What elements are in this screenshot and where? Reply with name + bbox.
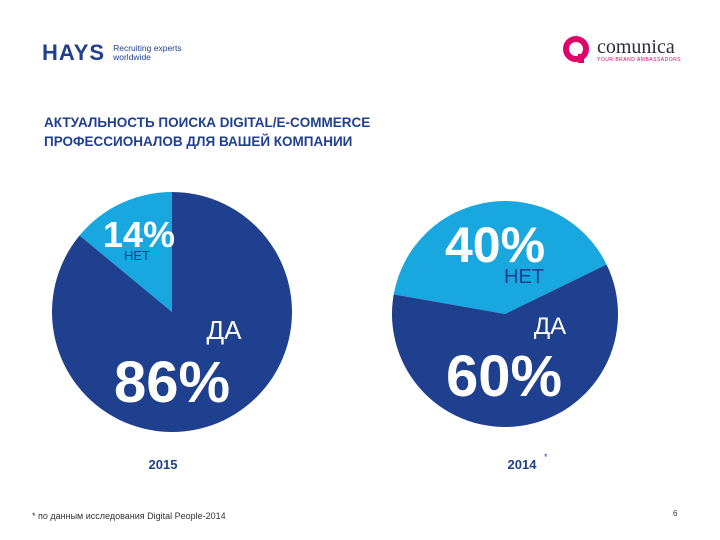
pie-chart-2014: 40% НЕТ ДА 60% 2014 * [392,200,618,472]
page-title-line1: АКТУАЛЬНОСТЬ ПОИСКА DIGITAL/E-COMMERCE [44,115,371,130]
comunica-tagline: YOUR BRAND AMBASSADORS [597,57,682,63]
hays-tagline-line1: Recruiting experts [113,43,182,53]
comunica-wordmark: comunica [597,36,675,58]
chart-year-2015: 2015 [149,457,178,472]
pie-label-2014-da-percent: 60% [446,344,562,409]
pie-label-2015-da-percent: 86% [114,350,230,415]
pie-slice-2015-da [52,192,292,432]
chart-year-2014-footnote-marker: * [544,452,548,462]
comunica-logo: comunica YOUR BRAND AMBASSADORS [563,36,681,64]
pie-slice-2014-da [392,264,618,427]
hays-tagline-line2: worldwide [113,52,151,62]
pie-label-2014-da: ДА [534,313,566,340]
hays-tagline: Recruiting experts worldwide [113,44,182,62]
page-title: АКТУАЛЬНОСТЬ ПОИСКА DIGITAL/E-COMMERCE П… [44,113,524,151]
chart-year-2014: 2014 [508,457,538,472]
pie-label-2014-net: НЕТ [504,266,544,288]
pie-label-2015-da: ДА [207,315,243,345]
pie-chart-2015: 14% НЕТ ДА 86% 2015 [52,192,292,472]
pie-label-2014-net-percent: 40% [445,217,545,273]
page-number: 6 [673,509,678,518]
comunica-mark-icon [563,36,589,63]
pie-label-2015-net-percent: 14% [103,214,175,255]
hays-logo: HAYS Recruiting experts worldwide [42,40,182,66]
footnote: * по данным исследования Digital People-… [32,511,226,521]
hays-wordmark: HAYS [42,40,106,65]
pie-slice-2014-net [393,200,607,314]
pie-slice-2015-net [79,192,172,312]
page-title-line2: ПРОФЕССИОНАЛОВ ДЛЯ ВАШЕЙ КОМПАНИИ [44,134,353,149]
pie-label-2015-net: НЕТ [124,248,150,263]
